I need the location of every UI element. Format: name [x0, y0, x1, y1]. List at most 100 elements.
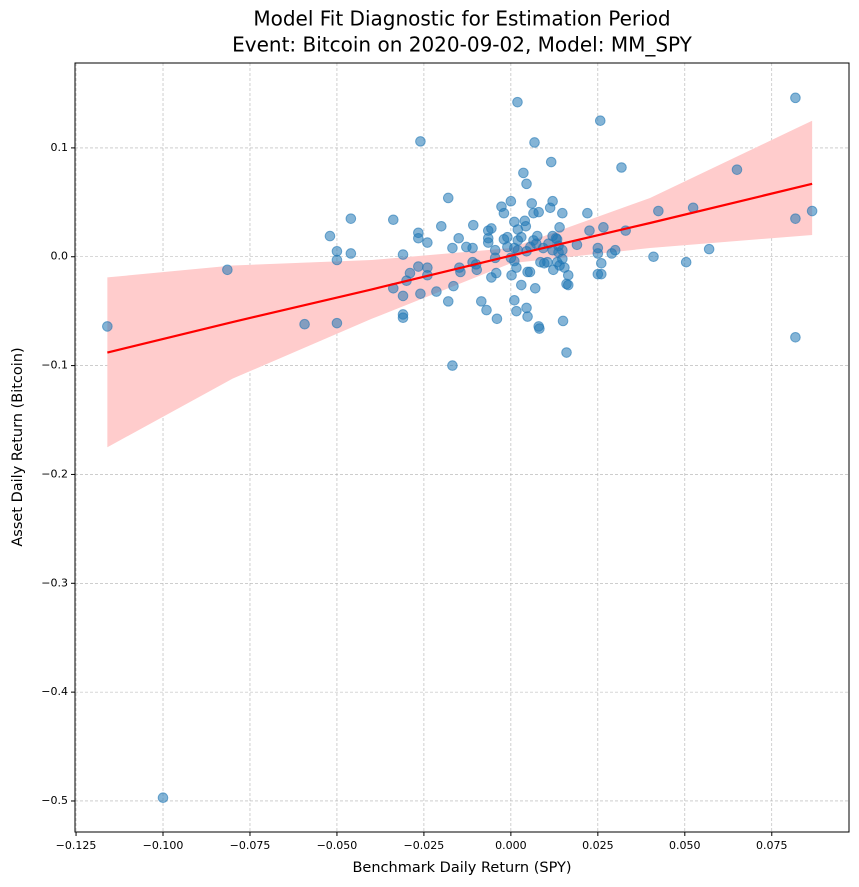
point	[609, 244, 621, 256]
point	[324, 230, 336, 242]
point	[506, 269, 517, 281]
point	[557, 207, 568, 219]
point	[397, 290, 409, 302]
point	[561, 347, 572, 358]
point	[529, 283, 541, 294]
point	[476, 296, 487, 307]
confidence-band	[107, 120, 813, 448]
point	[511, 305, 522, 317]
point	[790, 213, 801, 224]
point	[345, 248, 357, 259]
point	[522, 311, 533, 322]
point	[598, 222, 609, 233]
chart-subtitle: Event: Bitcoin on 2020-09-02, Model: MM_…	[232, 33, 693, 57]
point	[471, 264, 483, 276]
x-tick-label: −0.050	[317, 839, 358, 852]
point	[512, 96, 523, 108]
point	[397, 312, 409, 324]
plot-frame	[74, 62, 850, 833]
point	[331, 246, 343, 257]
point	[557, 253, 568, 265]
y-axis-label: Asset Daily Return (Bitcoin)	[10, 347, 26, 546]
point	[486, 223, 497, 234]
point	[447, 242, 458, 254]
point	[502, 231, 513, 243]
regression-line	[107, 182, 813, 354]
point	[442, 296, 454, 307]
point	[594, 115, 606, 126]
point	[790, 331, 801, 343]
point	[481, 304, 492, 316]
y-tick-label: −0.3	[41, 576, 68, 589]
point	[790, 92, 801, 104]
point	[554, 222, 565, 233]
point	[703, 243, 715, 255]
plot-area: −0.125 −0.100 −0.075 −0.050 −0.025 0.000 0.025…	[41, 62, 850, 852]
point	[557, 315, 569, 327]
y-tick-label: −0.4	[41, 685, 68, 698]
point	[413, 261, 424, 272]
point	[509, 294, 520, 306]
point	[532, 230, 543, 242]
point	[222, 264, 233, 276]
point	[397, 249, 409, 260]
point	[524, 266, 536, 278]
point	[557, 244, 568, 256]
point	[468, 219, 479, 231]
point	[453, 232, 464, 244]
point	[415, 288, 426, 300]
point	[157, 792, 169, 804]
point	[562, 279, 574, 291]
point	[516, 231, 527, 243]
x-tick-label: −0.125	[56, 839, 97, 852]
point	[526, 198, 538, 209]
point	[482, 237, 494, 248]
point	[448, 280, 459, 292]
chart-title: Model Fit Diagnostic for Estimation Peri…	[253, 7, 670, 31]
point	[582, 207, 593, 219]
y-tick-label: −0.5	[41, 794, 68, 807]
point	[731, 164, 743, 175]
point	[467, 242, 478, 254]
x-tick-label: 0.000	[495, 839, 527, 852]
point	[653, 205, 664, 217]
point	[491, 313, 503, 325]
point	[680, 256, 692, 268]
point	[520, 220, 532, 232]
point	[648, 251, 659, 263]
point	[592, 248, 604, 259]
point	[102, 321, 113, 332]
point	[534, 323, 545, 334]
point	[547, 195, 558, 207]
x-tick-label: −0.100	[143, 839, 184, 852]
point	[521, 302, 532, 314]
point	[436, 220, 447, 232]
x-axis-label: Benchmark Daily Return (SPY)	[352, 860, 571, 876]
point	[345, 213, 357, 224]
point	[521, 178, 532, 190]
point	[331, 317, 343, 329]
point	[498, 207, 510, 219]
point	[616, 162, 627, 173]
point	[387, 214, 399, 226]
y-tick-label: −0.1	[41, 359, 68, 372]
point	[331, 254, 343, 266]
x-tick-label: 0.050	[669, 839, 701, 852]
point	[584, 225, 595, 236]
x-tick-label: 0.025	[582, 839, 614, 852]
point	[413, 232, 424, 244]
point	[596, 268, 607, 280]
point	[518, 167, 529, 179]
y-tick-label: 0.1	[51, 141, 69, 154]
y-tick-label: −0.2	[41, 467, 68, 480]
point	[442, 192, 454, 204]
point	[511, 262, 522, 273]
point	[529, 137, 540, 148]
point	[533, 206, 545, 218]
point	[404, 267, 416, 279]
point	[596, 257, 607, 269]
point	[422, 237, 433, 248]
y-tick-label: 0.0	[51, 250, 69, 263]
point	[505, 195, 517, 207]
